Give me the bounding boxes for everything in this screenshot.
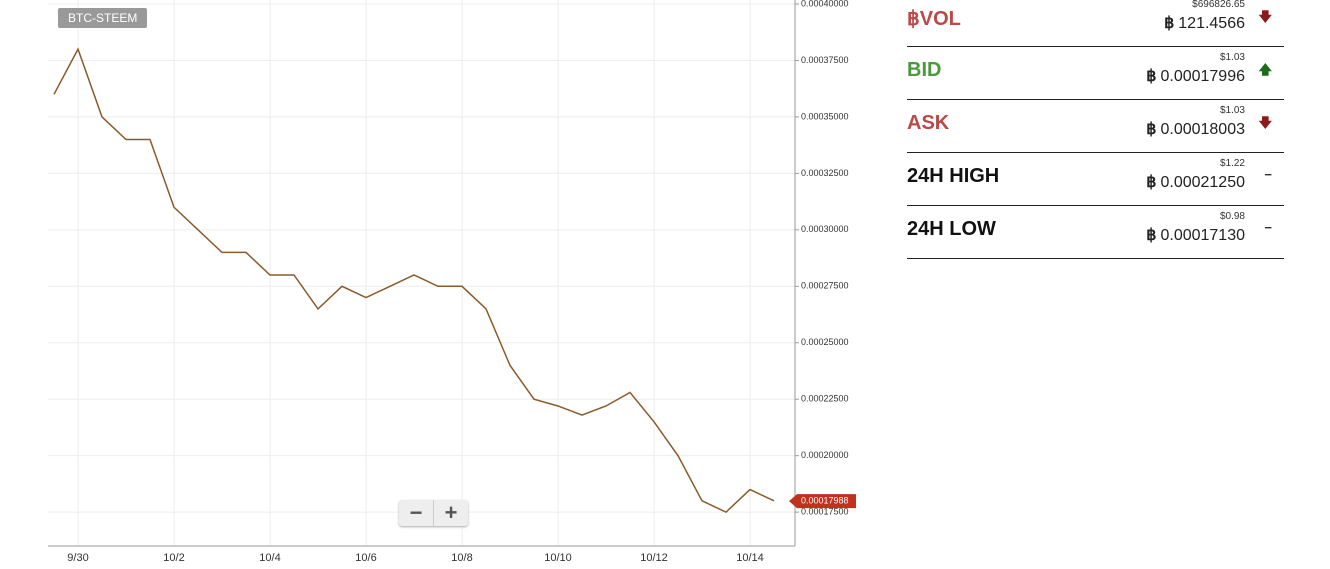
last-price-tag — [789, 494, 856, 509]
stat-usd: $1.03 — [1219, 105, 1245, 116]
chart: 0.00017500 0.00020000 0.00022500 0.00025000… — [48, 0, 856, 564]
btc-icon: ฿ — [1146, 227, 1157, 244]
stat-btc: ฿ 0.00017130 — [1146, 225, 1245, 245]
y-tick-label: 0.00017500 — [801, 507, 849, 517]
last-price-label: 0.00017988 — [801, 495, 849, 505]
stat-btc: ฿ 0.00021250 — [1146, 172, 1245, 192]
x-tick-label: 10/2 — [163, 552, 184, 564]
y-tick-label: 0.00025000 — [801, 337, 849, 347]
btc-icon: ฿ — [1146, 174, 1157, 191]
stat-row: 24H LOW $0.98 ฿ 0.00017130 − — [907, 206, 1284, 259]
stat-usd: $1.22 — [1219, 158, 1245, 169]
stat-usd: $1.03 — [1219, 52, 1245, 63]
stat-row: ฿VOL $696826.65 ฿ 121.4566 🡇 — [907, 0, 1284, 47]
trend-icon: − — [1264, 167, 1272, 182]
btc-value: 0.00021250 — [1160, 174, 1245, 191]
x-tick-label: 9/30 — [67, 552, 88, 564]
trend-icon: 🡅 — [1258, 62, 1272, 77]
stat-btc: ฿ 0.00017996 — [1146, 66, 1245, 86]
stat-label: BID — [907, 59, 942, 81]
price-line — [53, 47, 775, 514]
x-tick-label: 10/4 — [259, 552, 280, 564]
x-tick-label: 10/8 — [451, 552, 472, 564]
x-tick-label: 10/10 — [544, 552, 572, 564]
stat-row: BID $1.03 ฿ 0.00017996 🡅 — [907, 47, 1284, 100]
pair-badge: BTC-STEEM — [58, 8, 148, 28]
x-tick-label: 10/6 — [355, 552, 376, 564]
x-tick-label: 10/12 — [640, 552, 668, 564]
stat-label: 24H LOW — [907, 218, 996, 240]
y-tick-label: 0.00030000 — [801, 224, 849, 234]
stat-label: ฿VOL — [907, 8, 961, 30]
zoom-in[interactable]: + — [433, 500, 468, 526]
stat-row: 24H HIGH $1.22 ฿ 0.00021250 − — [907, 153, 1284, 206]
btc-icon: ฿ — [1146, 68, 1157, 85]
stat-usd: $0.98 — [1219, 211, 1245, 222]
y-tick-label: 0.00020000 — [801, 450, 849, 460]
stat-label: ASK — [907, 112, 950, 134]
btc-icon: ฿ — [1164, 15, 1175, 32]
trend-icon: 🡇 — [1258, 9, 1272, 24]
trend-icon: − — [1264, 220, 1272, 235]
btc-value: 121.4566 — [1178, 15, 1245, 32]
y-tick-label: 0.00027500 — [801, 281, 849, 291]
trend-icon: 🡇 — [1258, 115, 1272, 130]
y-tick-label: 0.00040000 — [801, 0, 849, 8]
stat-label: 24H HIGH — [907, 165, 1000, 187]
y-tick-label: 0.00037500 — [801, 55, 849, 65]
y-tick-label: 0.00032500 — [801, 168, 849, 178]
stat-btc: ฿ 121.4566 — [1164, 13, 1245, 33]
btc-value: 0.00017996 — [1160, 68, 1245, 85]
btc-value: 0.00017130 — [1160, 227, 1245, 244]
stat-usd: $696826.65 — [1192, 0, 1245, 10]
plot-area — [48, 0, 795, 546]
btc-icon: ฿ — [1146, 121, 1157, 138]
zoom-controls: − + — [399, 500, 468, 526]
btc-value: 0.00018003 — [1160, 121, 1245, 138]
stat-row: ASK $1.03 ฿ 0.00018003 🡇 — [907, 100, 1284, 153]
y-tick-label: 0.00022500 — [801, 394, 849, 404]
stat-btc: ฿ 0.00018003 — [1146, 119, 1245, 139]
x-tick-label: 10/14 — [736, 552, 764, 564]
zoom-out[interactable]: − — [409, 500, 423, 525]
y-tick-label: 0.00035000 — [801, 111, 849, 121]
